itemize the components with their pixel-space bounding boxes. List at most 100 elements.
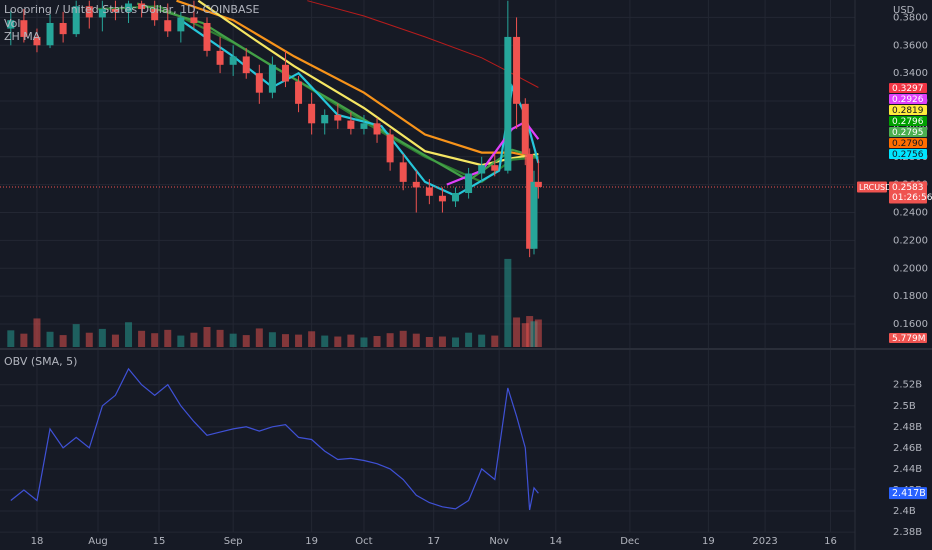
candle-body [281,64,289,82]
countdown-label: 01:26:56 [892,193,932,203]
candle-body [268,64,276,93]
volume-bar [164,329,172,347]
candle-body [216,50,224,65]
volume-bar [321,335,329,347]
x-tick-label: Nov [489,536,509,547]
candle-body [59,22,67,35]
y-tick-label: 0.3800 [893,12,928,23]
y-tick-label: 2.44B [893,464,922,475]
symbol-badge [857,181,887,193]
candle-body [98,9,106,18]
candle-body [164,20,172,32]
y-tick-label: 0.2000 [893,263,928,274]
candle-body [504,36,512,171]
candle-body [321,114,329,124]
x-tick-label: 19 [702,536,715,547]
x-tick-label: 14 [549,536,562,547]
candle-body [534,181,542,188]
volume-bar [399,330,407,347]
price-badge [889,116,927,126]
volume-bar [203,327,211,347]
symbol-title[interactable]: Loopring / United States Dollar, 1D, COI… [4,3,259,16]
volume-bar [438,336,446,347]
price-badge [889,149,927,159]
volume-bar [216,329,224,347]
volume-bar [373,336,381,347]
obv-layer [10,367,539,511]
volume-bar [7,330,15,347]
volume-bar [308,331,316,347]
y-tick-label: 0.1600 [893,319,928,330]
obv-title[interactable]: OBV (SMA, 5) [4,355,77,368]
candle-body [125,3,133,12]
candle-body [386,134,394,163]
candle-body [138,3,146,10]
x-tick-label: Sep [224,536,243,547]
candle-body [229,56,237,65]
volume-bar [295,334,303,347]
indicator-name[interactable]: Vol [4,17,20,30]
indicator-name[interactable]: ZH MA [4,30,41,43]
candle-body [111,9,119,12]
price-badge-label: 0.2926 [892,95,924,105]
axis-layer: 18 Aug 15 Sep 19 Oct 17 Nov 14 Dec 19 2023 16 0.1600 0… [31,12,932,547]
y-tick-label: 0.2200 [893,235,928,246]
candle-body [177,17,185,32]
volume-bar [504,258,512,347]
volume-bar [151,333,159,347]
obv-line [10,367,539,511]
volume-bar [85,332,93,347]
candle-body [151,9,159,21]
candle-body [399,162,407,182]
volume-bar [46,331,54,347]
volume-bar [465,332,473,347]
obv-badge [889,487,927,500]
candle-body [334,114,342,121]
candle-body [242,56,250,74]
candle-body [20,20,28,37]
candle-body [530,181,538,249]
volume-bar [255,328,263,347]
volume-bar [33,318,41,347]
candle-body [425,187,433,196]
volume-bar [281,334,289,347]
volume-bar [242,335,250,347]
candle-body [190,17,198,23]
candle-body [7,20,15,29]
x-tick-label: 15 [153,536,166,547]
candle-body [347,120,355,129]
volume-badge [889,333,927,343]
obv-badge-label: 2.417B [892,488,926,499]
candle-body [295,81,303,104]
y-tick-label: 2.48B [893,422,922,433]
candle-body [203,22,211,51]
price-badge [889,127,927,137]
x-tick-label: 16 [824,536,837,547]
price-badge-label: 0.2790 [892,139,924,149]
candle-layer [7,0,542,258]
volume-bar [521,323,529,347]
candle-body [308,103,316,124]
volume-bar [513,317,521,347]
candle-body [452,193,460,202]
grid [0,0,855,533]
y-tick-label: 2.5B [893,401,916,412]
y-tick-label: 0.3400 [893,68,928,79]
y-tick-label: 2.4B [893,506,916,517]
candle-body [360,123,368,129]
candle-body [491,165,499,171]
symbol-badge-label: LRCUSD [859,183,891,192]
candle-body [72,6,80,35]
volume-bar [491,335,499,347]
price-badge-label: 0.3297 [892,84,924,94]
candle-body [46,22,54,46]
candle-body [255,73,263,93]
volume-bar [125,322,133,347]
price-badge [889,105,927,115]
last-price-badge [889,181,927,204]
x-tick-label: Dec [620,536,639,547]
y-tick-label: 0.1800 [893,291,928,302]
volume-bar [478,334,486,347]
volume-bar [177,335,185,347]
